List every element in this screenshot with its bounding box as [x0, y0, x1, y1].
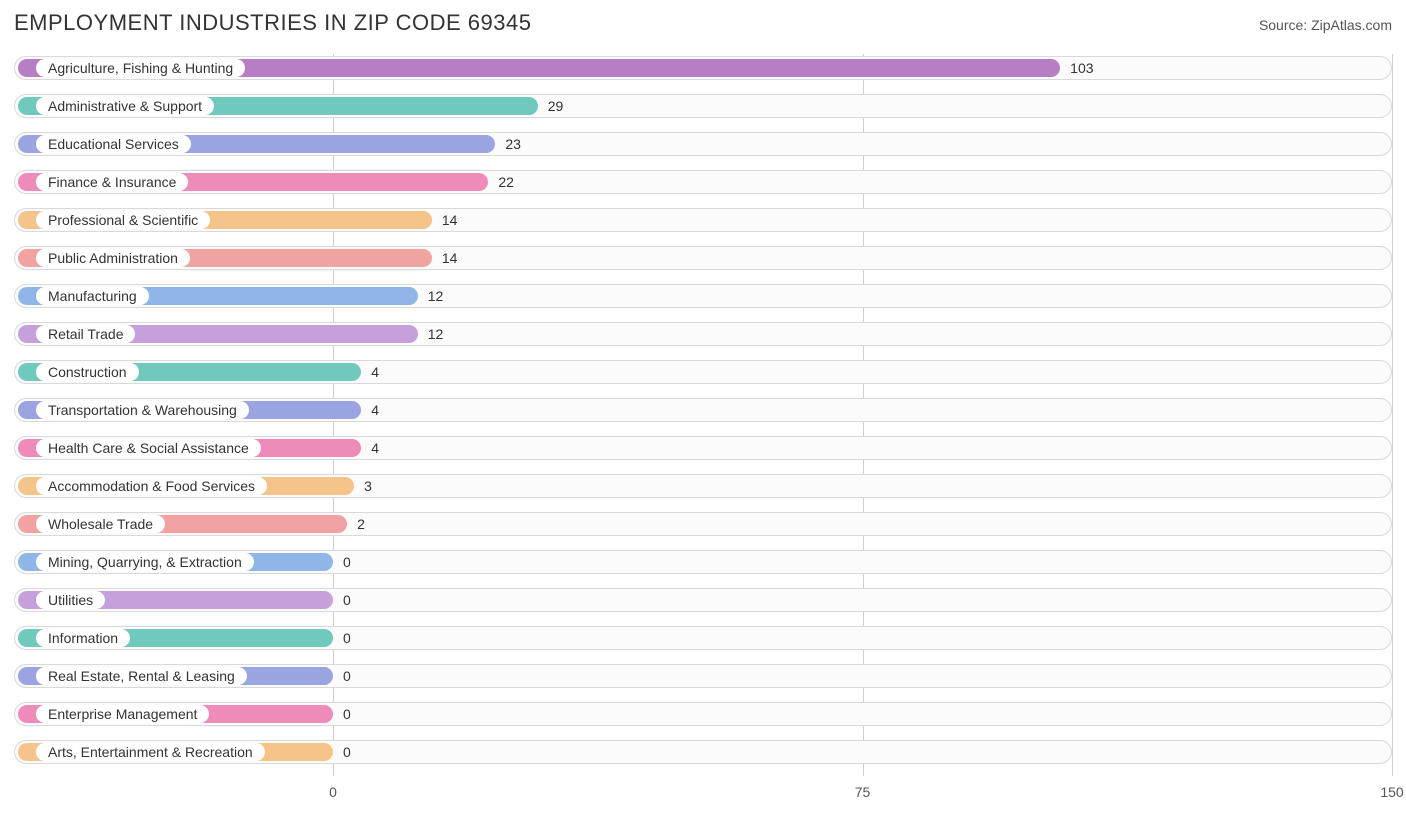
bar-row: Retail Trade 12: [14, 320, 1392, 348]
bar-value-label: 29: [538, 92, 564, 120]
bar-category-label: Arts, Entertainment & Recreation: [36, 743, 265, 761]
bar-value-label: 2: [347, 510, 365, 538]
bar-value-label: 4: [361, 358, 379, 386]
bar-category-label: Utilities: [36, 591, 105, 609]
bar-row: Manufacturing 12: [14, 282, 1392, 310]
bar-category-label: Enterprise Management: [36, 705, 209, 723]
bar-row: Utilities 0: [14, 586, 1392, 614]
bar-value-label: 103: [1060, 54, 1093, 82]
bar-row: Real Estate, Rental & Leasing 0: [14, 662, 1392, 690]
bar-category-label: Mining, Quarrying, & Extraction: [36, 553, 254, 571]
bars-container: Agriculture, Fishing & Hunting 103 Adminis…: [14, 54, 1392, 766]
bar-category-label: Information: [36, 629, 130, 647]
header-row: EMPLOYMENT INDUSTRIES IN ZIP CODE 69345 …: [14, 10, 1392, 36]
bar-value-label: 4: [361, 434, 379, 462]
bar-category-label: Health Care & Social Assistance: [36, 439, 261, 457]
bar-value-label: 12: [418, 320, 444, 348]
bar-category-label: Public Administration: [36, 249, 190, 267]
bar-value-label: 0: [333, 586, 351, 614]
bar-category-label: Accommodation & Food Services: [36, 477, 267, 495]
bar-category-label: Transportation & Warehousing: [36, 401, 249, 419]
bar-value-label: 3: [354, 472, 372, 500]
bar-row: Finance & Insurance 22: [14, 168, 1392, 196]
bar-row: Construction 4: [14, 358, 1392, 386]
bar-row: Accommodation & Food Services 3: [14, 472, 1392, 500]
bar-row: Mining, Quarrying, & Extraction 0: [14, 548, 1392, 576]
x-axis-tick-label: 150: [1380, 784, 1403, 800]
bar-category-label: Wholesale Trade: [36, 515, 165, 533]
bar-value-label: 12: [418, 282, 444, 310]
bar-value-label: 0: [333, 662, 351, 690]
x-axis-labels: 075150: [14, 784, 1392, 804]
chart-title: EMPLOYMENT INDUSTRIES IN ZIP CODE 69345: [14, 10, 532, 36]
bar-row: Administrative & Support 29: [14, 92, 1392, 120]
bar-value-label: 22: [488, 168, 514, 196]
chart-source: Source: ZipAtlas.com: [1259, 17, 1392, 33]
gridline: [1392, 54, 1393, 776]
chart-area: Agriculture, Fishing & Hunting 103 Adminis…: [14, 54, 1392, 804]
bar-value-label: 4: [361, 396, 379, 424]
x-axis-tick-label: 75: [855, 784, 871, 800]
bar-category-label: Professional & Scientific: [36, 211, 210, 229]
bar-row: Public Administration 14: [14, 244, 1392, 272]
bar-category-label: Real Estate, Rental & Leasing: [36, 667, 247, 685]
bar-category-label: Manufacturing: [36, 287, 149, 305]
bar-row: Transportation & Warehousing 4: [14, 396, 1392, 424]
bar-row: Health Care & Social Assistance 4: [14, 434, 1392, 462]
bar-category-label: Retail Trade: [36, 325, 135, 343]
bar-value-label: 14: [432, 206, 458, 234]
x-axis-tick-label: 0: [329, 784, 337, 800]
bar-value-label: 14: [432, 244, 458, 272]
bar-row: Agriculture, Fishing & Hunting 103: [14, 54, 1392, 82]
bar-row: Arts, Entertainment & Recreation 0: [14, 738, 1392, 766]
bar-category-label: Construction: [36, 363, 139, 381]
bar-row: Educational Services 23: [14, 130, 1392, 158]
bar-value-label: 0: [333, 700, 351, 728]
bar-row: Professional & Scientific 14: [14, 206, 1392, 234]
bar-value-label: 0: [333, 624, 351, 652]
bar-category-label: Finance & Insurance: [36, 173, 188, 191]
bar-value-label: 23: [495, 130, 521, 158]
bar-value-label: 0: [333, 548, 351, 576]
bar-category-label: Administrative & Support: [36, 97, 214, 115]
bar-row: Enterprise Management 0: [14, 700, 1392, 728]
bar-category-label: Agriculture, Fishing & Hunting: [36, 59, 245, 77]
bar-value-label: 0: [333, 738, 351, 766]
bar-row: Information 0: [14, 624, 1392, 652]
bar-row: Wholesale Trade 2: [14, 510, 1392, 538]
bar-category-label: Educational Services: [36, 135, 191, 153]
